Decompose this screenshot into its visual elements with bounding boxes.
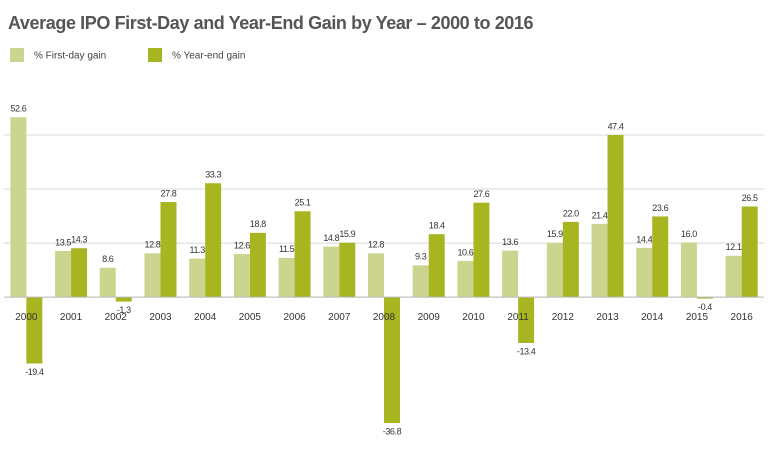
value-label: -36.8 bbox=[383, 426, 402, 436]
bar bbox=[562, 221, 579, 298]
bar bbox=[696, 297, 713, 299]
x-tick-label: 2015 bbox=[686, 312, 709, 323]
bar bbox=[502, 250, 519, 298]
bar bbox=[249, 232, 266, 298]
x-tick-label: 2014 bbox=[641, 312, 664, 323]
value-label: -19.4 bbox=[25, 367, 44, 377]
bar bbox=[680, 242, 697, 298]
value-label: 12.8 bbox=[145, 240, 161, 250]
bar bbox=[10, 117, 27, 298]
value-label: 27.6 bbox=[473, 189, 489, 199]
x-tick-label: 2016 bbox=[731, 312, 754, 323]
bar bbox=[384, 297, 400, 424]
bar bbox=[26, 297, 43, 364]
bar bbox=[205, 183, 222, 298]
bar bbox=[428, 234, 445, 298]
bar bbox=[607, 135, 624, 298]
value-label: 15.9 bbox=[339, 229, 355, 239]
bar bbox=[412, 265, 429, 298]
x-tick-label: 2002 bbox=[105, 312, 128, 323]
value-label: 14.4 bbox=[636, 234, 652, 244]
x-tick-label: 2007 bbox=[328, 312, 351, 323]
x-tick-label: 2004 bbox=[194, 312, 217, 323]
bar bbox=[725, 255, 742, 298]
bar bbox=[99, 267, 116, 298]
value-label: 18.8 bbox=[250, 219, 266, 229]
bar bbox=[278, 257, 295, 298]
value-label: 16.0 bbox=[681, 229, 697, 239]
x-tick-label: 2005 bbox=[239, 312, 262, 323]
value-label: 27.8 bbox=[161, 188, 177, 198]
legend-swatch bbox=[10, 48, 24, 62]
bar bbox=[144, 253, 161, 298]
bar bbox=[591, 223, 608, 298]
value-label: 14.3 bbox=[71, 235, 87, 245]
value-label: -13.4 bbox=[517, 346, 536, 356]
value-label: 11.3 bbox=[190, 245, 206, 255]
value-label: 12.8 bbox=[368, 240, 384, 250]
bar bbox=[368, 253, 384, 298]
bar bbox=[652, 216, 669, 298]
bar bbox=[115, 297, 132, 302]
bar bbox=[233, 254, 250, 298]
bar bbox=[55, 250, 72, 298]
x-tick-label: 2008 bbox=[373, 312, 396, 323]
value-label: 15.9 bbox=[547, 229, 563, 239]
bar bbox=[518, 297, 535, 343]
value-label: 18.4 bbox=[429, 221, 445, 231]
value-label: 12.6 bbox=[234, 240, 250, 250]
bar bbox=[473, 202, 490, 298]
value-label: 9.3 bbox=[415, 252, 427, 262]
legend-label: % First-day gain bbox=[34, 51, 106, 62]
chart-title: Average IPO First-Day and Year-End Gain … bbox=[8, 13, 534, 33]
value-label: 13.5 bbox=[55, 237, 71, 247]
value-label: 25.1 bbox=[295, 198, 311, 208]
x-tick-label: 2013 bbox=[596, 312, 619, 323]
value-label: 26.5 bbox=[742, 193, 758, 203]
bar bbox=[546, 242, 563, 298]
x-tick-label: 2001 bbox=[60, 312, 83, 323]
x-tick-label: 2000 bbox=[15, 312, 38, 323]
value-label: -1.3 bbox=[117, 305, 131, 315]
bar bbox=[636, 247, 653, 298]
value-label: 10.6 bbox=[457, 247, 473, 257]
value-label: 12.1 bbox=[726, 242, 742, 252]
value-label: 47.4 bbox=[608, 121, 624, 131]
value-label: 52.6 bbox=[10, 104, 26, 114]
x-tick-label: 2003 bbox=[149, 312, 172, 323]
value-label: 14.8 bbox=[323, 233, 339, 243]
bar bbox=[457, 260, 474, 298]
legend-label: % Year-end gain bbox=[172, 51, 245, 62]
x-tick-label: 2010 bbox=[462, 312, 485, 323]
bar bbox=[189, 258, 206, 298]
bar bbox=[323, 246, 340, 298]
value-label: -0.4 bbox=[698, 302, 712, 312]
value-label: 11.5 bbox=[279, 244, 295, 254]
value-label: 33.3 bbox=[205, 170, 221, 180]
x-tick-label: 2012 bbox=[552, 312, 575, 323]
legend-swatch bbox=[148, 48, 162, 62]
value-label: 21.4 bbox=[592, 210, 608, 220]
value-label: 22.0 bbox=[563, 208, 579, 218]
x-tick-label: 2011 bbox=[507, 312, 529, 323]
bar bbox=[339, 242, 356, 298]
value-label: 23.6 bbox=[652, 203, 668, 213]
x-tick-label: 2006 bbox=[283, 312, 306, 323]
x-tick-label: 2009 bbox=[418, 312, 441, 323]
bar bbox=[741, 206, 758, 298]
bar bbox=[294, 211, 311, 298]
bar bbox=[160, 202, 177, 298]
value-label: 8.6 bbox=[102, 254, 114, 264]
bar bbox=[71, 248, 88, 298]
value-label: 13.6 bbox=[502, 237, 518, 247]
